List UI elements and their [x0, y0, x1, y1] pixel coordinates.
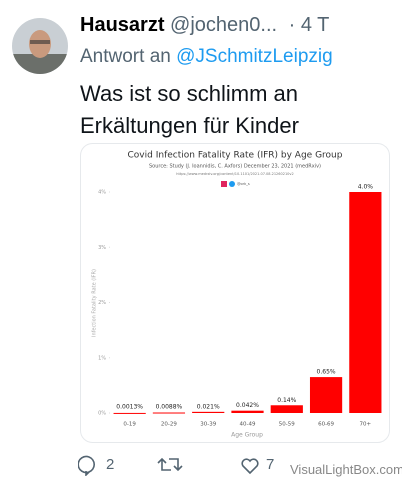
x-tick-label: 70+ — [360, 422, 372, 428]
reply-prefix: Antwort an — [80, 46, 171, 67]
y-tick-label: 1% — [98, 355, 106, 361]
action-bar — [78, 455, 259, 476]
bar — [152, 412, 186, 414]
watermark: VisualLightBox.com — [290, 462, 402, 477]
reply-to[interactable]: @JSchmitzLeipzig — [176, 46, 333, 67]
tweet-header: Hausarzt @jochen0... · 4 T — [80, 14, 329, 37]
handle[interactable]: @jochen0... — [170, 14, 278, 36]
x-tick-label: 30-39 — [200, 422, 216, 428]
data-label: 4.0% — [358, 184, 374, 191]
data-label: 0.0013% — [116, 404, 143, 411]
source-url: https://www.medrxiv.org/content/10.1101/… — [176, 172, 293, 176]
x-tick-label: 0-19 — [123, 422, 136, 428]
reply-line: Antwort an @JSchmitzLeipzig — [80, 46, 333, 68]
bar — [113, 412, 146, 414]
x-axis-label: Age Group — [231, 432, 263, 439]
card-border — [80, 143, 390, 443]
y-tick-label: 3% — [98, 245, 106, 251]
tweet-text: Was ist so schlimm an Erkältungen für Ki… — [80, 81, 299, 138]
chart-subtitle: Source: Study (J. Ioannidis, C. Axfors) … — [149, 164, 321, 170]
icon — [221, 181, 227, 187]
y-axis-label: Infection Fatality Rate (IFR) — [92, 269, 98, 337]
y-tick-label: 4% — [98, 190, 106, 196]
x-tick-label: 60-69 — [318, 422, 334, 428]
chart-title: Covid Infection Fatality Rate (IFR) by A… — [128, 151, 343, 161]
like-icon[interactable] — [241, 458, 259, 475]
y-tick-label: 2% — [98, 300, 106, 306]
icon — [229, 181, 235, 187]
like-count: 7 — [266, 456, 275, 473]
bar — [309, 377, 343, 413]
reply-icon[interactable] — [78, 455, 95, 476]
x-tick-label: 50-59 — [279, 422, 295, 428]
chart-card[interactable]: Covid Infection Fatality Rate (IFR) by A… — [80, 143, 390, 443]
data-label: 0.042% — [236, 402, 259, 409]
bar — [349, 192, 382, 413]
time: · 4 T — [288, 14, 330, 36]
bar — [231, 410, 264, 413]
bar — [192, 411, 225, 413]
data-label: 0.021% — [197, 403, 220, 410]
data-label: 0.0088% — [156, 404, 183, 411]
reply-count: 2 — [106, 456, 115, 473]
y-tick-label: 0% — [98, 411, 106, 417]
author[interactable]: Hausarzt — [80, 14, 165, 36]
credit: @ork_s — [237, 182, 250, 186]
data-label: 0.14% — [277, 397, 296, 404]
data-label: 0.65% — [317, 369, 336, 376]
x-tick-label: 20-29 — [161, 422, 177, 428]
avatar[interactable] — [12, 18, 68, 74]
bar — [270, 405, 303, 413]
retweet-icon[interactable] — [157, 457, 183, 472]
x-tick-label: 40-49 — [240, 422, 256, 428]
